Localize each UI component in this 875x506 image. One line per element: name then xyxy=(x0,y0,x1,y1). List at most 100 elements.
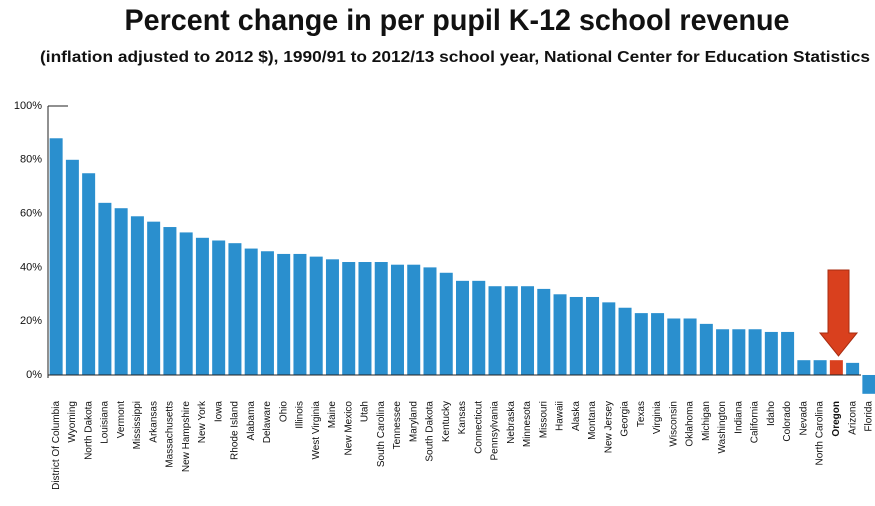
bar xyxy=(862,374,875,394)
bar xyxy=(260,251,274,375)
y-tick-label: 100% xyxy=(14,100,42,112)
bar xyxy=(228,243,242,375)
bar xyxy=(716,329,730,375)
bar xyxy=(358,262,372,375)
bar xyxy=(569,296,583,375)
bar xyxy=(390,264,404,375)
x-tick-label: Delaware xyxy=(262,401,273,444)
x-tick-label: Rhode Island xyxy=(230,401,241,460)
bar xyxy=(521,286,535,375)
bar xyxy=(602,302,616,375)
x-tick-label: North Carolina xyxy=(815,401,826,466)
x-tick-label: South Dakota xyxy=(425,401,436,462)
x-tick-label: West Virginia xyxy=(311,401,322,460)
x-tick-label: New Mexico xyxy=(343,401,354,456)
bar xyxy=(212,240,226,375)
x-tick-label: Georgia xyxy=(620,401,631,437)
x-tick-label: Nevada xyxy=(798,401,809,436)
bar xyxy=(553,294,567,375)
x-tick-label: Florida xyxy=(864,401,875,432)
bar xyxy=(846,362,860,375)
x-tick-label: Illinois xyxy=(295,401,306,429)
x-tick-label: Louisiana xyxy=(100,401,111,444)
chart-title: Percent change in per pupil K-12 school … xyxy=(125,4,790,37)
bar xyxy=(65,159,79,375)
bar xyxy=(98,202,112,375)
bar xyxy=(163,227,177,375)
bar xyxy=(634,313,648,375)
bar xyxy=(342,262,356,375)
x-tick-label: New York xyxy=(197,400,208,443)
x-tick-label: Indiana xyxy=(733,401,744,434)
x-tick-label: Nebraska xyxy=(506,401,517,444)
bar xyxy=(537,288,551,375)
x-tick-label: Oklahoma xyxy=(685,401,696,447)
bar xyxy=(195,237,209,375)
highlight-arrow xyxy=(818,269,859,357)
bar xyxy=(667,318,681,375)
bar xyxy=(374,262,388,375)
bar xyxy=(277,253,291,375)
x-tick-label: Mississippi xyxy=(132,401,143,449)
bar xyxy=(829,360,843,375)
bar xyxy=(504,286,518,375)
x-tick-label: Virginia xyxy=(652,401,663,435)
bar xyxy=(764,331,778,375)
y-tick-label: 80% xyxy=(20,154,42,166)
x-tick-label: Tennessee xyxy=(392,401,403,450)
x-tick-label: Michigan xyxy=(701,401,712,441)
y-tick-label: 20% xyxy=(20,315,42,327)
x-tick-label: Wyoming xyxy=(67,401,78,443)
x-tick-label: Missouri xyxy=(538,401,549,438)
bar xyxy=(699,323,713,375)
y-tick-label: 40% xyxy=(20,261,42,273)
x-tick-label: Arkansas xyxy=(148,401,159,443)
x-tick-label: Arizona xyxy=(847,401,858,435)
bar xyxy=(781,331,795,375)
y-tick-label: 60% xyxy=(20,207,42,219)
bar xyxy=(586,296,600,375)
x-tick-label: Ohio xyxy=(278,401,289,423)
x-tick-label: District Of Columbia xyxy=(51,401,62,490)
x-tick-label: Utah xyxy=(360,401,371,422)
x-tick-label: Vermont xyxy=(116,401,127,438)
bar xyxy=(179,232,193,375)
x-tick-label: North Dakota xyxy=(83,401,94,460)
x-tick-label: Pennsylvania xyxy=(490,401,501,461)
bar xyxy=(49,138,63,375)
bar xyxy=(455,280,470,375)
x-tick-label: Wisconsin xyxy=(668,401,679,447)
bar xyxy=(407,264,421,375)
x-tick-label: Washington xyxy=(717,401,728,453)
bar xyxy=(618,307,632,375)
x-tick-label: Colorado xyxy=(782,401,793,442)
bar xyxy=(423,267,437,375)
bar xyxy=(797,360,811,375)
x-tick-label: Idaho xyxy=(766,401,777,426)
x-tick-label: New Jersey xyxy=(603,401,614,453)
x-tick-label: Iowa xyxy=(213,401,224,423)
x-tick-label: Kansas xyxy=(457,401,468,434)
x-tick-label: South Carolina xyxy=(376,401,387,468)
bar xyxy=(130,216,144,375)
bar xyxy=(748,329,762,375)
x-tick-label: Maryland xyxy=(408,401,419,442)
bar xyxy=(651,313,665,375)
bar xyxy=(488,286,502,375)
x-tick-label: New Hampshire xyxy=(181,401,192,473)
x-tick-label: Connecticut xyxy=(473,401,484,454)
bar xyxy=(147,221,161,375)
bar xyxy=(293,253,307,375)
x-tick-label: Alabama xyxy=(246,401,257,441)
x-tick-label: Massachusetts xyxy=(165,401,176,468)
bar xyxy=(472,280,486,375)
x-tick-label: Kentucky xyxy=(441,401,452,442)
x-tick-label: California xyxy=(750,401,761,444)
bar xyxy=(683,318,697,375)
bar xyxy=(813,360,827,375)
x-tick-label: Oregon xyxy=(831,401,842,437)
x-tick-label: Montana xyxy=(587,401,598,440)
x-tick-label: Maine xyxy=(327,401,338,429)
bar xyxy=(439,272,453,375)
